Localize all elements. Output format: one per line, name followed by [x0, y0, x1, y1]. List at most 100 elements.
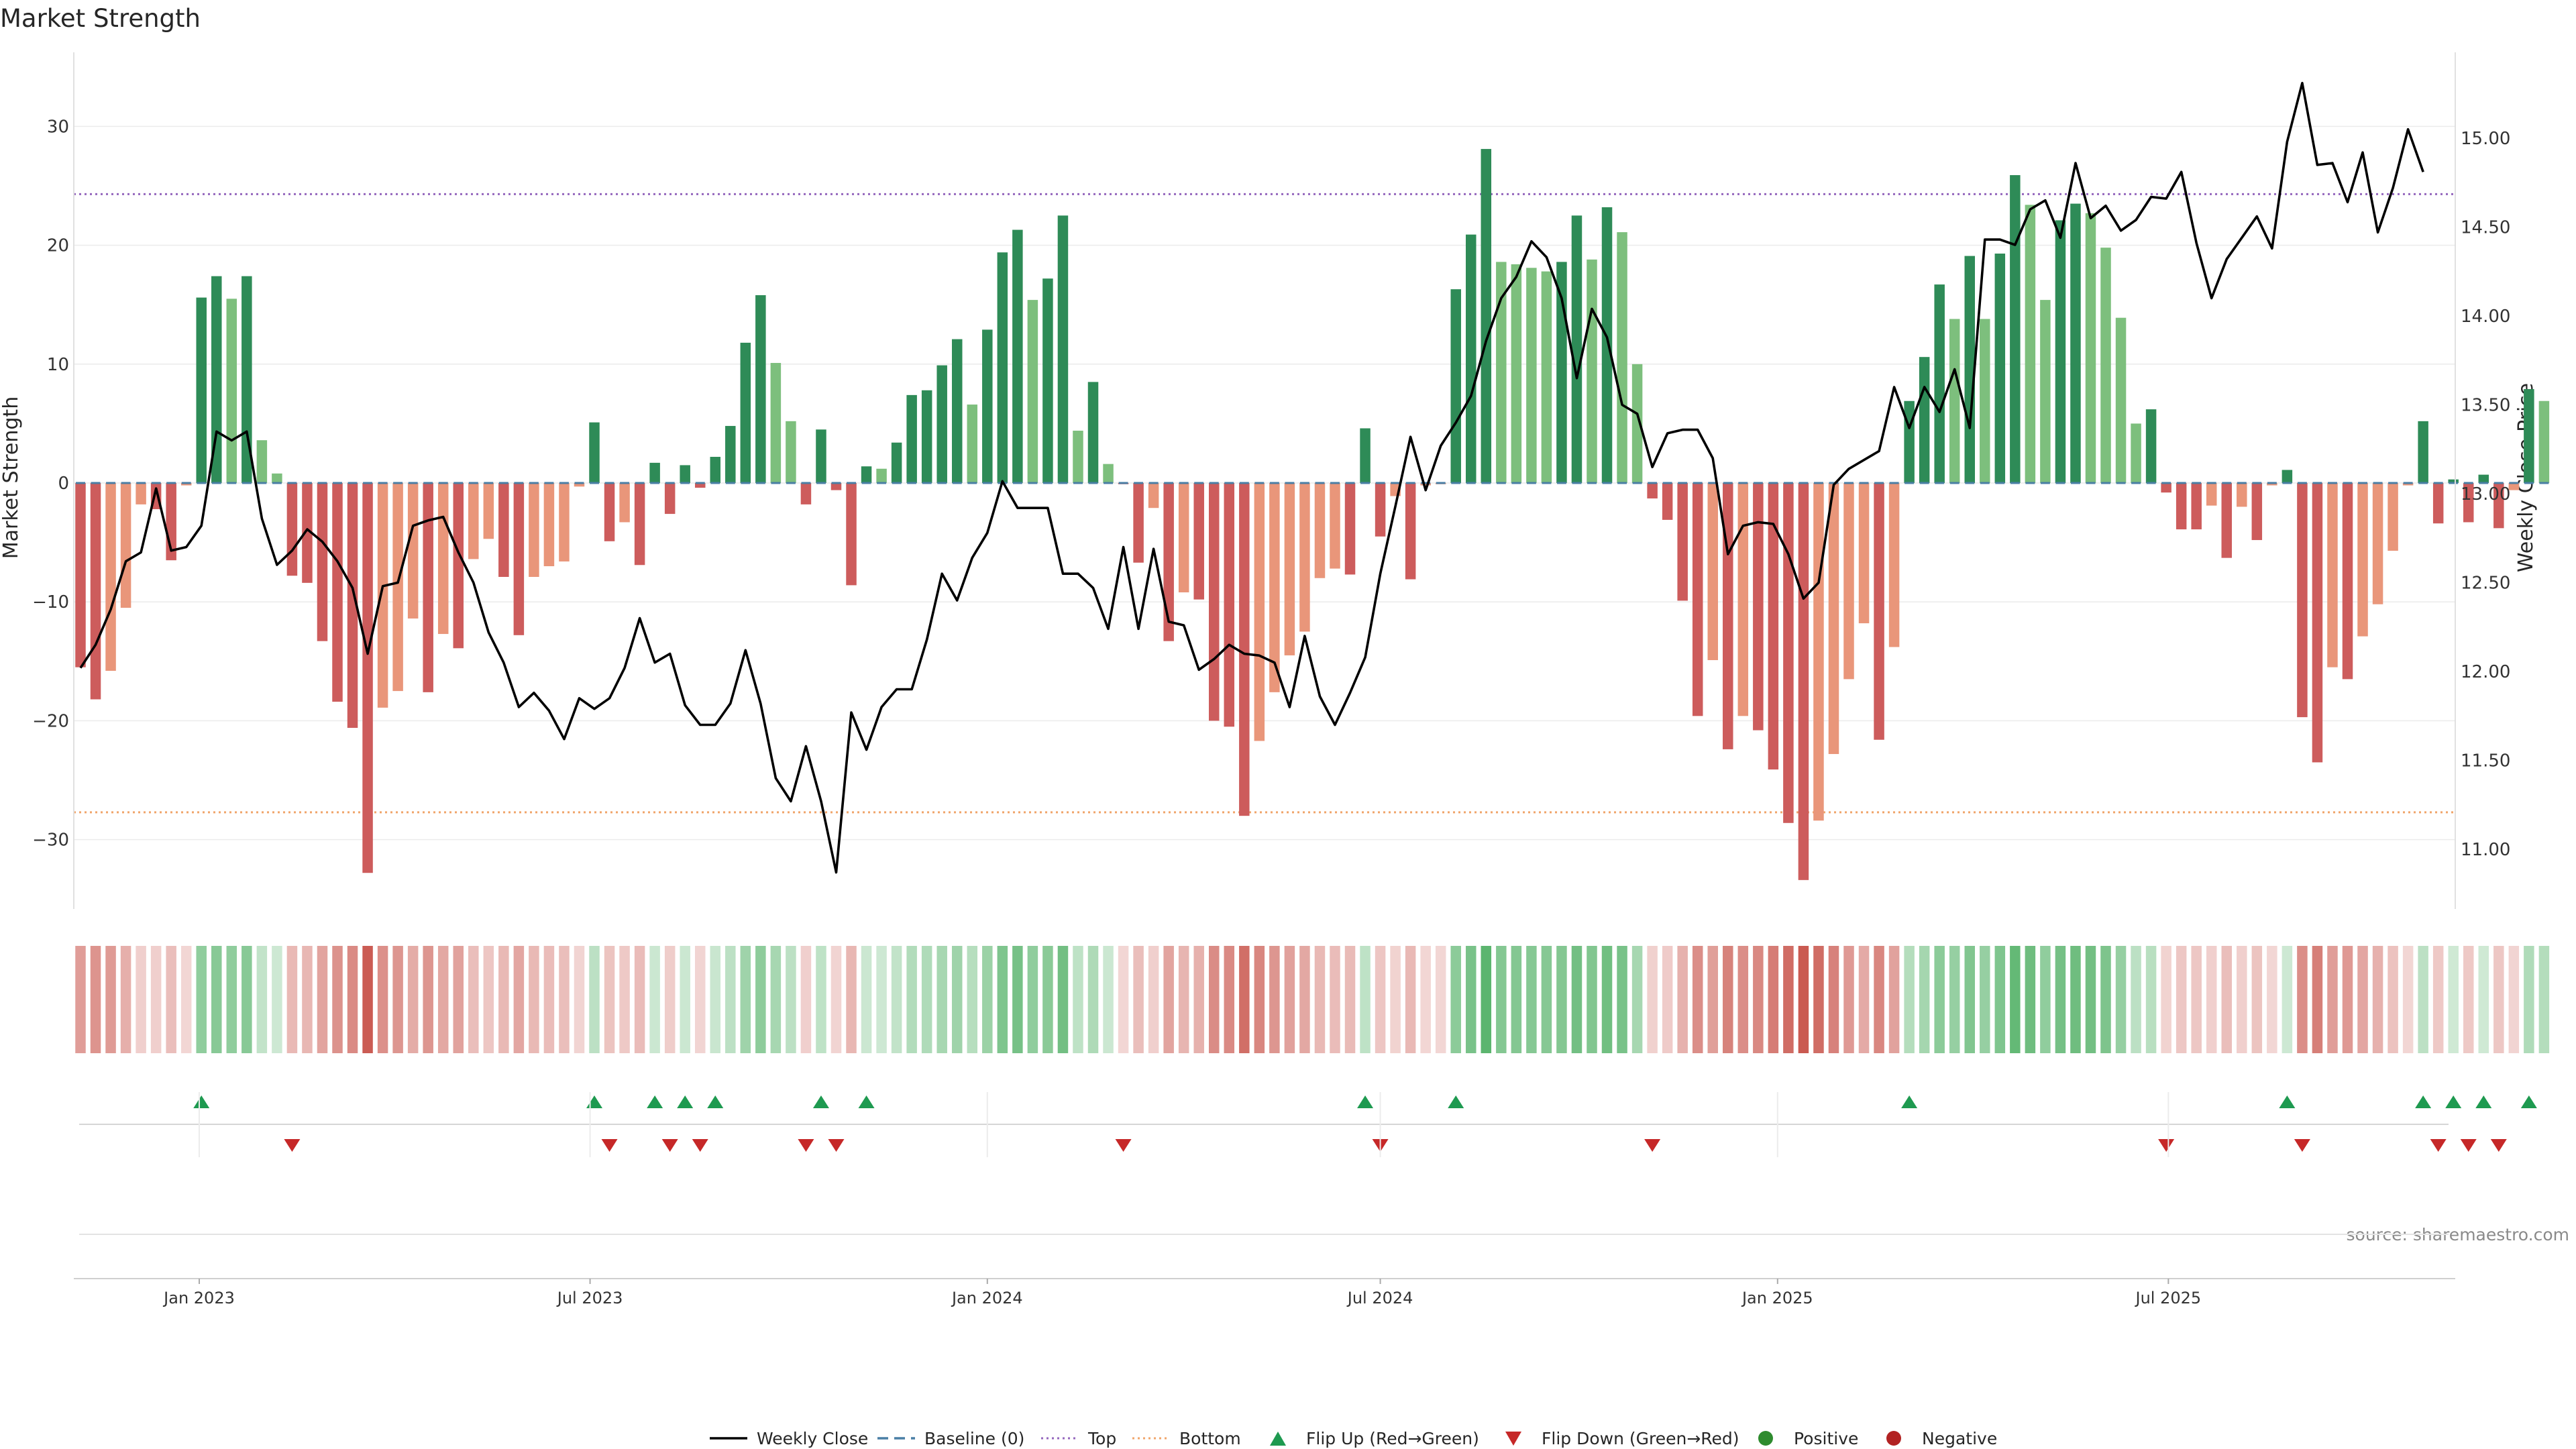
- strength-bar: [1450, 289, 1461, 483]
- left-tick-label: −20: [32, 711, 69, 731]
- strength-bar: [286, 483, 298, 576]
- heatstrip-cell: [1073, 946, 1083, 1053]
- right-tick-label: 12.00: [2461, 662, 2510, 682]
- heatstrip-cell: [755, 946, 766, 1053]
- strength-bar: [2327, 483, 2338, 667]
- strength-bar: [2221, 483, 2233, 558]
- flip-up-marker: [858, 1095, 875, 1108]
- heatstrip-cell: [2206, 946, 2217, 1053]
- strength-bar: [1224, 483, 1235, 727]
- right-tick-label: 13.50: [2461, 396, 2510, 416]
- heatstrip-cell: [891, 946, 902, 1053]
- heatstrip-cell: [529, 946, 539, 1053]
- heatstrip-cell: [906, 946, 917, 1053]
- strength-bar: [2357, 483, 2368, 637]
- strength-bar: [1601, 207, 1613, 483]
- strength-bar: [2463, 483, 2474, 523]
- flip-up-marker: [586, 1095, 603, 1108]
- heatstrip-cell: [1466, 946, 1477, 1053]
- strength-bar: [1314, 483, 1326, 578]
- heatstrip-cell: [286, 946, 298, 1053]
- flip-down-marker: [1644, 1139, 1661, 1152]
- strength-bar: [136, 483, 146, 504]
- heatstrip-cell: [332, 946, 343, 1053]
- heatstrip-cell: [1057, 946, 1069, 1053]
- heatstrip-cell: [2267, 946, 2277, 1053]
- right-tick-label: 11.00: [2461, 840, 2510, 860]
- strength-bar: [1087, 382, 1099, 483]
- legend-label: Baseline (0): [924, 1429, 1024, 1448]
- axes: 30 20 10 0 −10 −20 −30 15.00 14.50 14.00 13.50 13.0…: [32, 52, 2510, 909]
- heatstrip-cell: [694, 946, 706, 1053]
- heatstrip-cell: [800, 946, 812, 1053]
- strength-bar: [921, 390, 932, 483]
- heatstrip-cell: [876, 946, 887, 1053]
- heatstrip-cell: [982, 946, 993, 1053]
- strength-bar: [2131, 423, 2141, 483]
- heatstrip-cell: [392, 946, 403, 1053]
- strength-bar: [1964, 256, 1975, 483]
- heatstrip-cell: [1012, 946, 1023, 1053]
- chart-title: Market Strength: [0, 4, 201, 33]
- strength-bar: [1980, 319, 1990, 483]
- heatstrip-cell: [543, 946, 555, 1053]
- strength-bar: [347, 483, 358, 729]
- left-tick-label: 20: [47, 236, 69, 256]
- date-tick-label: Jan 2023: [162, 1289, 235, 1307]
- strength-bar: [1360, 428, 1371, 483]
- heatstrip-cell: [1133, 946, 1144, 1053]
- strength-bar: [1934, 284, 1945, 483]
- strength-bar: [407, 483, 419, 619]
- heatstrip-cell: [2524, 946, 2534, 1053]
- strength-bar: [1496, 262, 1507, 483]
- strength-bar: [120, 483, 131, 608]
- heatstrip-cell: [1601, 946, 1613, 1053]
- strength-bar: [1057, 215, 1069, 483]
- heatstrip-cell: [1299, 946, 1310, 1053]
- flip-up-marker: [1448, 1095, 1464, 1108]
- heatstrip-cell: [1904, 946, 1915, 1053]
- heatstrip-cell: [861, 946, 872, 1053]
- strength-bar: [362, 483, 373, 873]
- strength-bar: [876, 468, 887, 483]
- heatstrip-cell: [1224, 946, 1235, 1053]
- heatstrip-cell: [1783, 946, 1794, 1053]
- heatstrip-cell: [604, 946, 615, 1053]
- heatstrip-cell: [196, 946, 207, 1053]
- strength-bar: [2115, 317, 2127, 483]
- heatstrip-cell: [1919, 946, 1930, 1053]
- heatstrip-cell: [1450, 946, 1461, 1053]
- strength-bar: [2342, 483, 2353, 680]
- heatstrip-cell: [1768, 946, 1779, 1053]
- strength-bar: [1919, 357, 1930, 483]
- legend-item: Flip Down (Green→Red): [1505, 1429, 1739, 1448]
- heatstrip-cell: [211, 946, 222, 1053]
- strength-bar: [2161, 483, 2171, 493]
- strength-bar: [302, 483, 313, 583]
- legend-swatch: [1505, 1432, 1521, 1446]
- heatstrip-cell: [1631, 946, 1643, 1053]
- strength-bar: [2145, 409, 2157, 483]
- right-tick-label: 13.00: [2461, 484, 2510, 504]
- flip-up-marker: [1357, 1095, 1374, 1108]
- heatstrip-cell: [226, 946, 237, 1053]
- strength-bar: [90, 483, 101, 700]
- strength-bar: [1904, 400, 1915, 483]
- heatstrip-cell: [1239, 946, 1250, 1053]
- strength-bar: [1662, 483, 1673, 520]
- strength-bar: [1027, 300, 1038, 483]
- legend-label: Positive: [1794, 1429, 1858, 1448]
- strength-bar: [377, 483, 388, 708]
- heatstrip-cell: [1813, 946, 1824, 1053]
- heatstrip-cell: [2191, 946, 2202, 1053]
- strength-bar: [891, 442, 902, 483]
- heatstrip-cell: [377, 946, 388, 1053]
- strength-bar: [982, 329, 993, 483]
- strength-bar: [1949, 319, 1960, 483]
- heatstrip-cell: [1284, 946, 1295, 1053]
- strength-bar: [694, 483, 706, 488]
- heatstrip-cell: [150, 946, 162, 1053]
- heatstrip-cell: [180, 946, 192, 1053]
- heatstrip-cell: [559, 946, 570, 1053]
- strength-bar: [1103, 464, 1114, 483]
